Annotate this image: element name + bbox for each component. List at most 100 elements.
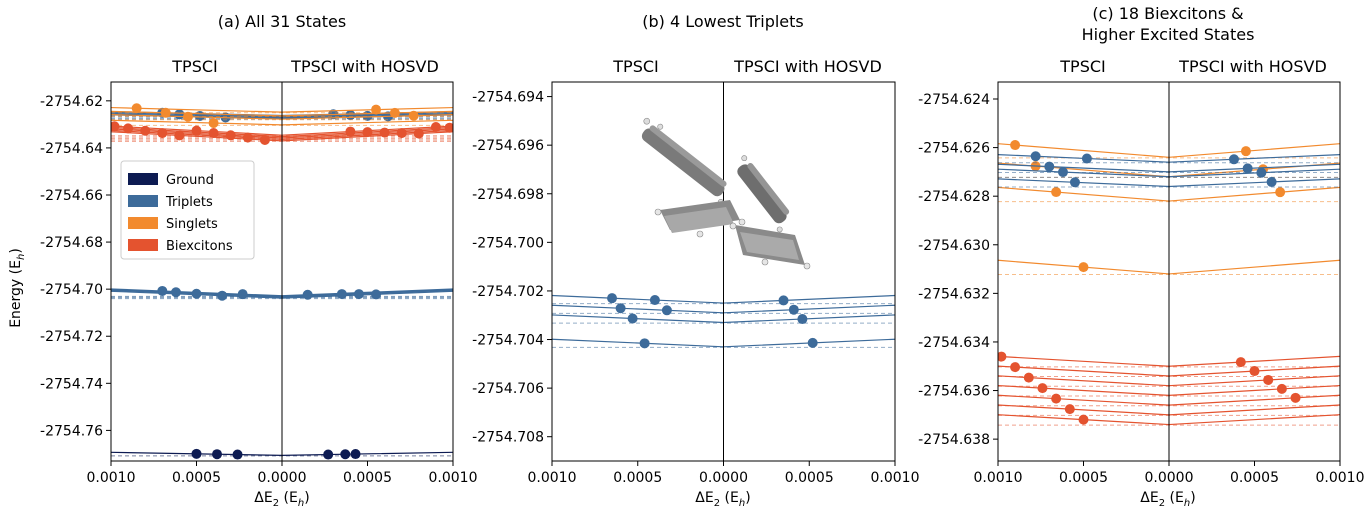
panel-a-ytick-label-6: -2754.74 [40,376,103,392]
panel-b-ytick-label-3: -2754.700 [472,235,544,251]
molecule-illustration [641,117,811,270]
panel-b-xtick-label-2: 0.0000 [699,470,748,486]
panel-c-series-2-point-4 [1051,393,1062,404]
panel-c-series-0-point-0 [1010,140,1021,151]
panel-c-series-2-point-9 [1263,374,1274,385]
legend: Ground Triplets Singlets Biexcitons [120,160,255,260]
panel-c-series-2-point-7 [1235,357,1246,368]
panel-a-series-2-point-5 [345,110,356,121]
panel-c-ytick-label-7: -2754.638 [918,432,990,448]
panel-c-series-2-point-1 [1010,362,1021,373]
panel-c-ytick-label-5: -2754.634 [918,335,990,351]
panel-b: (b) 4 Lowest Triplets TPSCI TPSCI with H… [472,12,919,506]
legend-swatch-biexcitons [128,239,158,251]
panel-a-series-4-point-4 [174,130,185,141]
panel-a-series-4-point-0 [111,121,120,132]
panel-c: (c) 18 Biexcitons & Higher Excited State… [918,4,1364,506]
panel-b-series-0-point-0 [607,293,618,304]
legend-swatch-triplets [128,195,158,207]
panel-a-series-1-point-6 [336,289,347,300]
panel-b-series-0-point-3 [639,338,650,349]
panel-a-ylabel: Energy (Eh) [8,248,27,328]
panel-a-series-4-point-15 [430,122,441,133]
panel-a-left-label: TPSCI [171,57,217,76]
panel-b-ytick-label-0: -2754.694 [472,90,544,106]
panel-c-ytick-label-2: -2754.628 [918,189,990,205]
panel-a-xtick-label-2: 0.0000 [258,470,307,486]
panel-c-series-1-point-6 [1242,163,1253,174]
panel-a-series-3-point-6 [408,110,419,121]
panel-b-right-label: TPSCI with HOSVD [733,57,882,76]
panel-c-title: (c) 18 Biexcitons & [1092,4,1243,23]
panel-b-ytick-label-7: -2754.708 [472,430,544,446]
panel-a-series-0-point-3 [323,449,334,460]
panel-a-series-1-point-3 [217,290,228,301]
panel-c-series-1-point-7 [1256,167,1267,178]
panel-a-ytick-label-4: -2754.70 [40,282,103,298]
panel-c-ytick-label-1: -2754.626 [918,141,990,157]
panel-a-series-4-point-11 [362,127,373,138]
panel-c-title-line2: Higher Excited States [1082,25,1255,44]
panel-c-xtick-label-3: 0.0005 [1230,470,1279,486]
legend-label-ground: Ground [166,173,214,188]
panel-a: (a) All 31 States TPSCI TPSCI with HOSVD… [8,12,478,506]
panel-c-series-1-point-5 [1228,154,1239,165]
panel-c-series-0-point-3 [1078,262,1089,273]
panel-c-series-2-point-2 [1023,372,1034,383]
panel-a-series-4-point-2 [140,125,151,136]
panel-b-series-0-point-2 [627,313,638,324]
panel-a-series-4-point-16 [444,122,453,133]
panel-c-series-2-point-5 [1064,404,1075,415]
panel-a-series-3-point-5 [389,107,400,118]
panel-a-series-3-point-2 [182,111,193,122]
legend-label-triplets: Triplets [165,195,213,210]
panel-a-ytick-label-0: -2754.62 [40,94,103,110]
panel-c-xlabel: ΔE2 (Eh) [1140,490,1195,506]
panel-a-series-4-point-7 [225,130,236,141]
panel-c-ytick-label-0: -2754.624 [918,92,990,108]
panel-a-series-4-point-14 [413,128,424,139]
panel-a-series-0-point-2 [232,449,243,460]
panel-c-xtick-label-0: 0.0010 [974,470,1023,486]
panel-a-xtick-label-3: 0.0005 [343,470,392,486]
panel-a-series-0-point-5 [350,449,361,460]
panel-a-series-3-point-3 [208,118,219,129]
panel-b-plot: -2754.694 -2754.696 -2754.698 -2754.700 -275… [472,81,920,486]
panel-a-series-4-point-5 [191,125,202,136]
panel-c-series-0-point-4 [1240,146,1251,157]
panel-c-left-label: TPSCI [1059,57,1105,76]
molecule-lower-right [729,222,811,270]
panel-a-series-0-point-1 [212,449,223,460]
panel-a-right-label: TPSCI with HOSVD [290,57,439,76]
panel-a-series-4-point-10 [345,126,356,137]
panel-a-series-3-point-0 [131,103,142,114]
panel-a-ytick-label-1: -2754.64 [40,141,103,157]
panel-b-series-0-point-8 [797,314,808,325]
panel-c-ytick-label-6: -2754.636 [918,384,990,400]
panel-a-series-4-point-8 [242,132,253,143]
panel-b-xtick-label-1: 0.0005 [613,470,662,486]
molecule-upper-left [641,117,727,205]
panel-b-series-0-point-1 [615,303,626,314]
panel-b-xtick-label-3: 0.0005 [785,470,834,486]
panel-a-ytick-label-2: -2754.66 [40,188,103,204]
panel-a-series-1-point-2 [191,288,202,299]
panel-c-series-1-point-1 [1044,161,1055,172]
panel-c-series-2-point-8 [1249,366,1260,377]
panel-b-title: (b) 4 Lowest Triplets [642,12,804,31]
panel-a-series-4-point-3 [157,128,168,139]
legend-frame [120,160,255,260]
panel-c-series-1-point-0 [1030,151,1041,162]
panel-a-series-1-point-1 [170,287,181,298]
panel-a-series-1-point-5 [302,289,313,300]
panel-c-series-2-point-10 [1276,383,1287,394]
panel-c-series-2-point-3 [1037,383,1048,394]
panel-c-series-1-point-2 [1057,167,1068,178]
panel-a-series-1-point-0 [157,285,168,296]
panel-c-right-label: TPSCI with HOSVD [1178,57,1327,76]
panel-a-series-1-point-7 [353,289,364,300]
panel-a-ytick-label-5: -2754.72 [40,329,103,345]
panel-c-series-0-point-6 [1275,187,1286,198]
panel-b-left-label: TPSCI [612,57,658,76]
molecule-lower-left [654,200,746,238]
